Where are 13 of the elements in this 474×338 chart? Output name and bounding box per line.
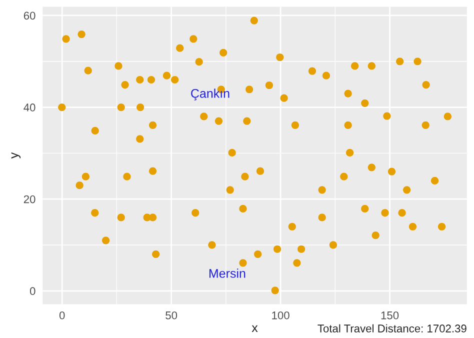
y-axis-title: y bbox=[11, 152, 21, 159]
annotation: Mersin bbox=[209, 268, 246, 278]
x-tick-label: 100 bbox=[272, 311, 290, 320]
y-tick-label: 0 bbox=[30, 287, 36, 296]
y-tick-label: 40 bbox=[24, 104, 36, 112]
x-tick-label: 50 bbox=[166, 311, 178, 320]
y-tick-label: 60 bbox=[24, 12, 36, 20]
x-tick-label: 150 bbox=[381, 311, 399, 320]
x-axis-title: x bbox=[252, 325, 258, 332]
annotation: Çankın bbox=[191, 88, 230, 100]
y-tick-label: 20 bbox=[24, 195, 36, 204]
text: Total Travel Distance: 1702.39 bbox=[318, 324, 466, 332]
x-tick-label: 0 bbox=[59, 311, 65, 320]
